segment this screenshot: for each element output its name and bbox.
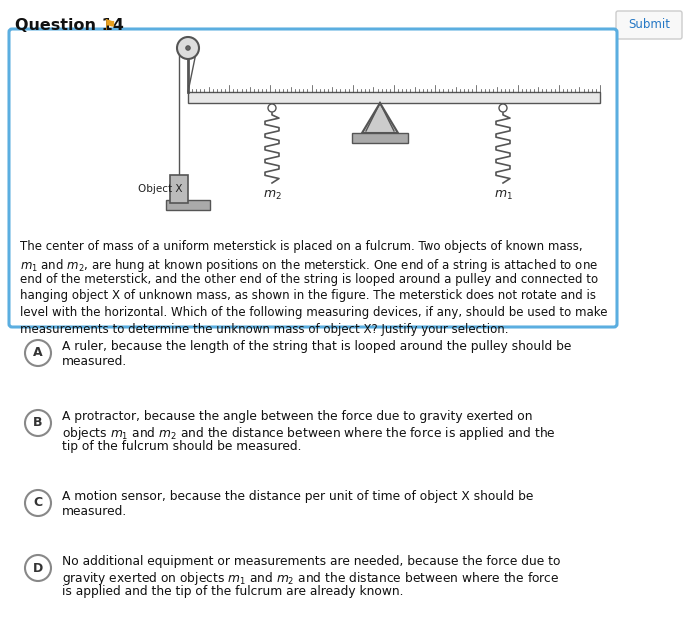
Text: measurements to determine the unknown mass of object X? Justify your selection.: measurements to determine the unknown ma… (20, 322, 508, 335)
Text: C: C (34, 496, 43, 510)
Text: $m_2$: $m_2$ (262, 189, 281, 202)
Circle shape (499, 104, 507, 112)
Circle shape (25, 340, 51, 366)
Text: Object X: Object X (138, 184, 183, 194)
Text: measured.: measured. (62, 505, 127, 518)
Circle shape (25, 555, 51, 581)
Circle shape (25, 490, 51, 516)
Circle shape (268, 104, 276, 112)
Text: tip of the fulcrum should be measured.: tip of the fulcrum should be measured. (62, 440, 302, 453)
Text: objects $m_1$ and $m_2$ and the distance between where the force is applied and : objects $m_1$ and $m_2$ and the distance… (62, 425, 556, 442)
FancyBboxPatch shape (9, 29, 617, 327)
Text: is applied and the tip of the fulcrum are already known.: is applied and the tip of the fulcrum ar… (62, 585, 403, 598)
Text: ⚑: ⚑ (102, 18, 116, 33)
Text: Question 14: Question 14 (15, 18, 124, 33)
FancyBboxPatch shape (616, 11, 682, 39)
Text: D: D (33, 561, 43, 575)
Text: A: A (33, 346, 43, 360)
Text: No additional equipment or measurements are needed, because the force due to: No additional equipment or measurements … (62, 555, 561, 568)
Text: The center of mass of a uniform meterstick is placed on a fulcrum. Two objects o: The center of mass of a uniform metersti… (20, 240, 582, 253)
Bar (170, 175, 188, 203)
Text: hanging object X of unknown mass, as shown in the figure. The meterstick does no: hanging object X of unknown mass, as sho… (20, 289, 596, 303)
Text: A motion sensor, because the distance per unit of time of object X should be: A motion sensor, because the distance pe… (62, 490, 533, 503)
Text: A protractor, because the angle between the force due to gravity exerted on: A protractor, because the angle between … (62, 410, 533, 423)
Text: Submit: Submit (628, 18, 670, 32)
Bar (188, 92, 600, 103)
Bar (352, 133, 408, 143)
Text: measured.: measured. (62, 355, 127, 368)
Text: gravity exerted on objects $m_1$ and $m_2$ and the distance between where the fo: gravity exerted on objects $m_1$ and $m_… (62, 570, 559, 587)
Text: A ruler, because the length of the string that is looped around the pulley shoul: A ruler, because the length of the strin… (62, 340, 571, 353)
Bar (166, 200, 210, 210)
Text: $m_1$ and $m_2$, are hung at known positions on the meterstick. One end of a str: $m_1$ and $m_2$, are hung at known posit… (20, 256, 598, 273)
Text: $m_1$: $m_1$ (494, 189, 512, 202)
Text: end of the meterstick, and the other end of the string is looped around a pulley: end of the meterstick, and the other end… (20, 273, 598, 286)
Circle shape (186, 46, 190, 50)
Circle shape (25, 410, 51, 436)
Text: B: B (34, 417, 43, 430)
Text: level with the horizontal. Which of the following measuring devices, if any, sho: level with the horizontal. Which of the … (20, 306, 608, 319)
Circle shape (177, 37, 199, 59)
Polygon shape (362, 103, 398, 133)
